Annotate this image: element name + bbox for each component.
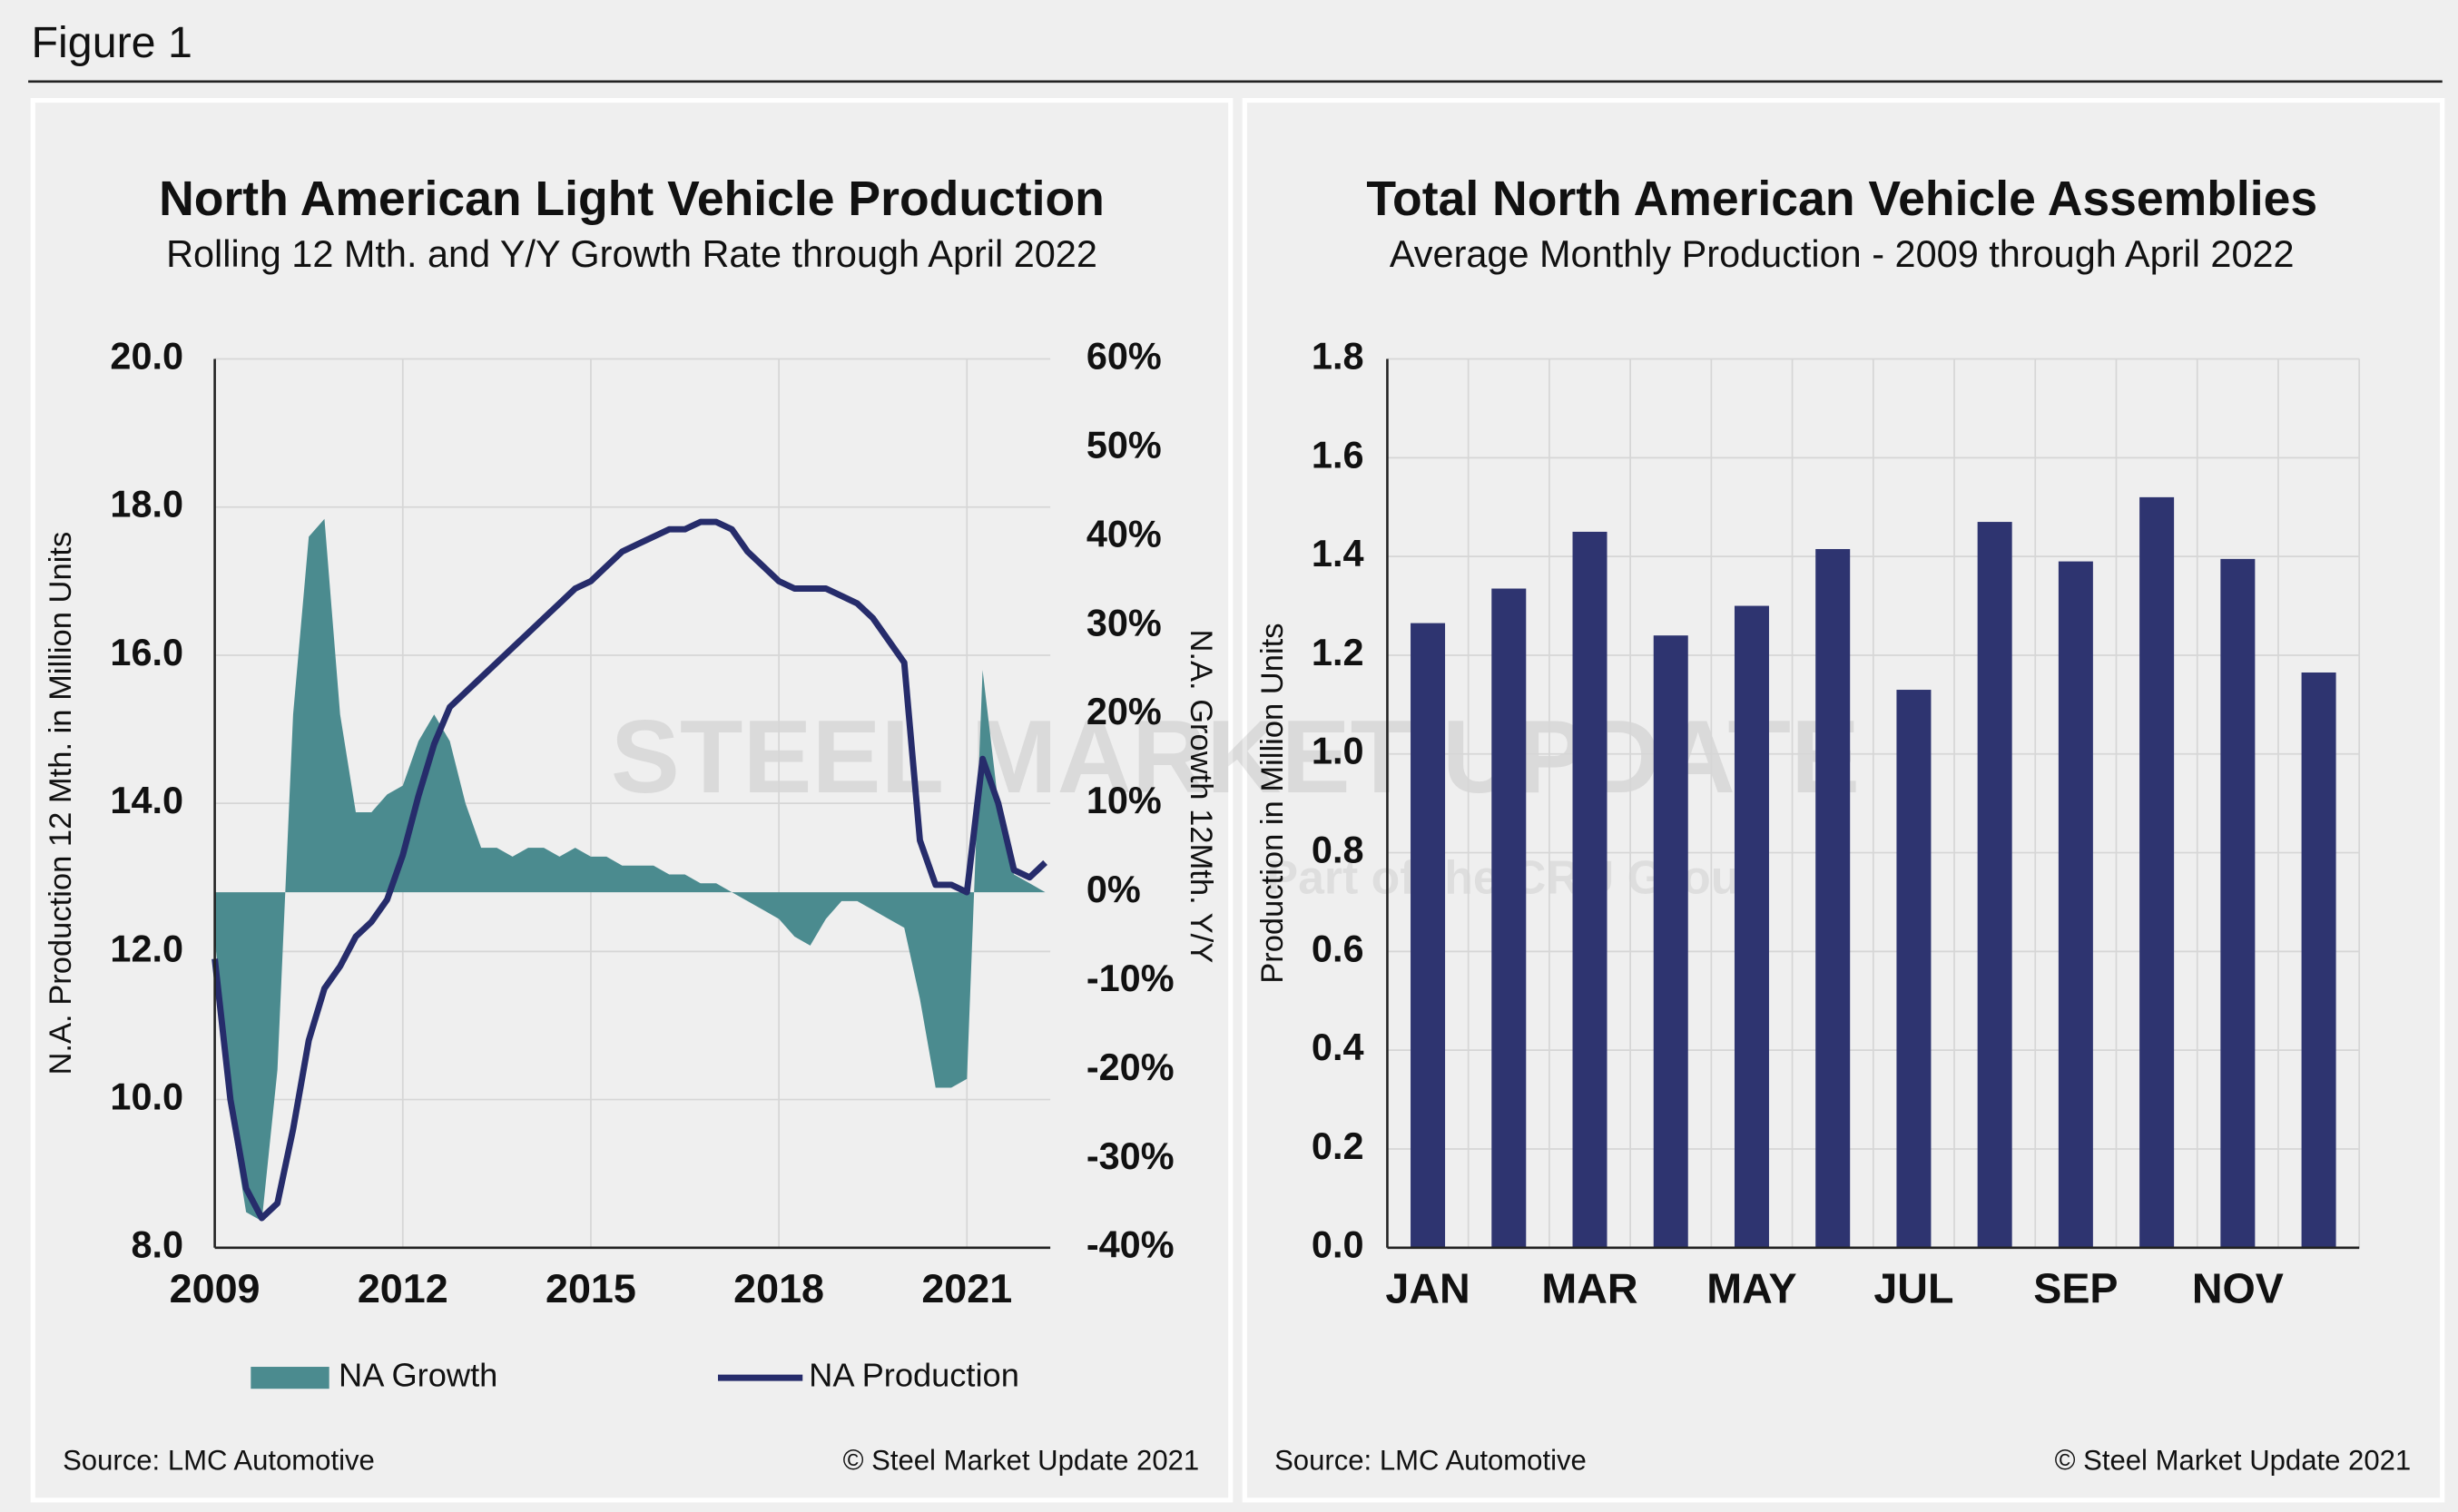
- y-tick-label: 8.0: [131, 1223, 183, 1266]
- y2-tick-label: -30%: [1086, 1134, 1175, 1177]
- y-tick-label: 0.2: [1312, 1124, 1364, 1167]
- chart-subtitle: Rolling 12 Mth. and Y/Y Growth Rate thro…: [166, 232, 1097, 275]
- chart-title: Total North American Vehicle Assemblies: [1366, 172, 2317, 226]
- y2-tick-label: 10%: [1086, 779, 1162, 821]
- y-tick-label: 12.0: [110, 927, 183, 969]
- watermark: STEEL MARKET UPDATE: [611, 700, 1860, 815]
- bar: [2139, 496, 2175, 1248]
- y-axis-label: Production in Million Units: [1255, 623, 1290, 984]
- legend-label: NA Growth: [339, 1357, 497, 1394]
- y-tick-label: 0.0: [1312, 1223, 1364, 1266]
- x-tick-label: 2009: [170, 1265, 261, 1311]
- legend-label: NA Production: [809, 1357, 1019, 1394]
- legend-swatch: [251, 1367, 329, 1389]
- y-tick-label: 10.0: [110, 1075, 183, 1118]
- area: [214, 518, 1046, 1222]
- chart-subtitle: Average Monthly Production - 2009 throug…: [1390, 232, 2295, 275]
- x-tick-label: NOV: [2192, 1264, 2284, 1311]
- y-tick-label: 1.0: [1312, 730, 1364, 772]
- y2-tick-label: -40%: [1086, 1223, 1175, 1266]
- y2-tick-label: -20%: [1086, 1046, 1175, 1088]
- y2-tick-label: -10%: [1086, 957, 1175, 999]
- y-tick-label: 0.4: [1312, 1026, 1364, 1068]
- y-axis-label: N.A. Production 12 Mth. in Million Units: [44, 532, 78, 1075]
- bar: [1653, 635, 1688, 1248]
- x-tick-label: 2018: [733, 1265, 824, 1311]
- x-tick-label: SEP: [2033, 1264, 2118, 1311]
- y-tick-label: 0.8: [1312, 829, 1364, 871]
- y-tick-label: 14.0: [110, 779, 183, 821]
- bar: [1896, 690, 1932, 1248]
- figure-title: Figure 1: [32, 18, 192, 67]
- bar: [1411, 623, 1446, 1248]
- x-tick-label: 2015: [546, 1265, 636, 1311]
- bar: [2220, 558, 2256, 1248]
- y2-tick-label: 50%: [1086, 423, 1162, 466]
- x-tick-label: 2021: [921, 1265, 1012, 1311]
- y2-tick-label: 60%: [1086, 334, 1162, 377]
- x-tick-label: 2012: [358, 1265, 448, 1311]
- copyright: © Steel Market Update 2021: [2055, 1445, 2412, 1477]
- y2-axis-label: N.A. Growth 12Mth. Y/Y: [1184, 629, 1218, 963]
- chart-title: North American Light Vehicle Production: [159, 172, 1105, 226]
- copyright: © Steel Market Update 2021: [843, 1445, 1200, 1477]
- y-tick-label: 1.2: [1312, 631, 1364, 673]
- bar: [1734, 605, 1769, 1248]
- x-tick-label: JUL: [1873, 1264, 1953, 1311]
- y-tick-label: 1.4: [1312, 532, 1364, 574]
- y-tick-label: 18.0: [110, 483, 183, 525]
- source: Source: LMC Automotive: [63, 1445, 375, 1477]
- y-tick-label: 0.6: [1312, 927, 1364, 969]
- bar: [2301, 672, 2336, 1248]
- bar: [1572, 531, 1608, 1248]
- panel: [30, 97, 1234, 1503]
- bar: [1491, 588, 1527, 1248]
- y2-tick-label: 40%: [1086, 512, 1162, 555]
- y2-tick-label: 20%: [1086, 690, 1162, 732]
- y2-tick-label: 30%: [1086, 601, 1162, 643]
- x-tick-label: MAY: [1706, 1264, 1796, 1311]
- y2-tick-label: 0%: [1086, 868, 1141, 910]
- y-tick-label: 1.6: [1312, 433, 1364, 476]
- x-tick-label: JAN: [1385, 1264, 1470, 1311]
- y-tick-label: 16.0: [110, 631, 183, 673]
- source: Source: LMC Automotive: [1274, 1445, 1587, 1477]
- bar: [1977, 522, 2012, 1248]
- bar: [1815, 548, 1851, 1248]
- y-tick-label: 1.8: [1312, 334, 1364, 377]
- line: [211, 518, 1047, 1222]
- bar: [2058, 561, 2093, 1248]
- x-tick-label: MAR: [1541, 1264, 1637, 1311]
- y-tick-label: 20.0: [110, 334, 183, 377]
